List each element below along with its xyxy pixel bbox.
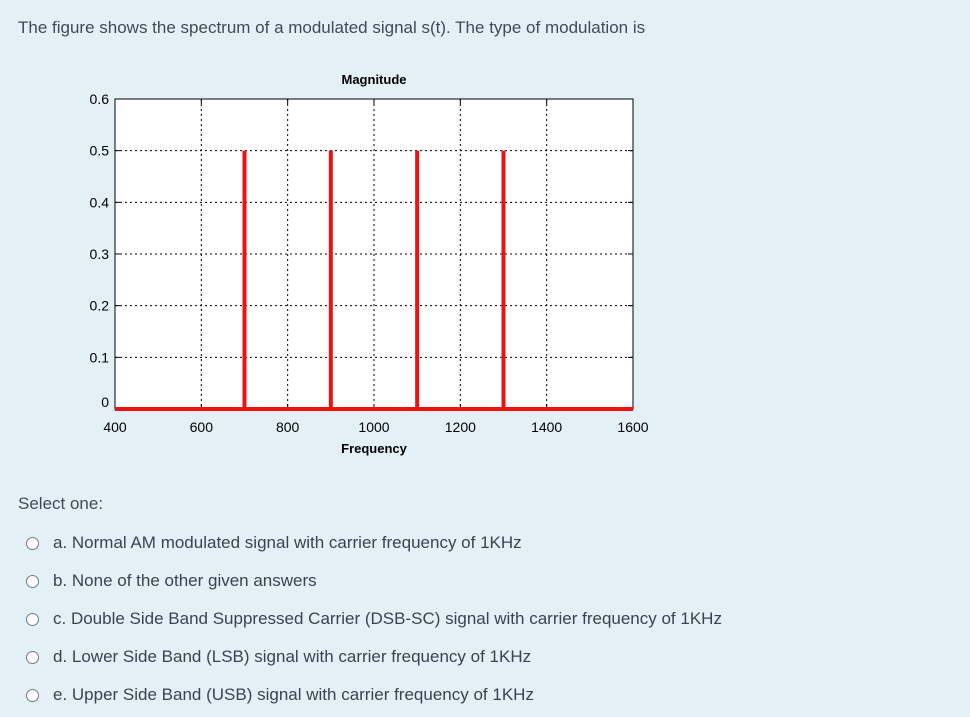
x-tick-label: 1400: [531, 419, 562, 435]
option-c-label[interactable]: c. Double Side Band Suppressed Carrier (…: [53, 609, 722, 628]
select-one-label: Select one:: [18, 494, 104, 513]
x-tick-label: 1000: [358, 419, 389, 435]
option-e-label[interactable]: e. Upper Side Band (USB) signal with car…: [53, 685, 534, 704]
option-c[interactable]: c. Double Side Band Suppressed Carrier (…: [26, 600, 722, 638]
y-tick-label: 0.3: [90, 246, 110, 262]
option-a-label[interactable]: a. Normal AM modulated signal with carri…: [53, 533, 522, 552]
radio-b[interactable]: [26, 574, 39, 588]
y-tick-label: 0.2: [90, 298, 110, 314]
y-tick-label: 0.1: [90, 349, 110, 365]
radio-d[interactable]: [26, 650, 39, 664]
x-tick-label: 1600: [617, 419, 648, 435]
y-tick-label: 0.4: [90, 194, 110, 210]
option-b-label[interactable]: b. None of the other given answers: [53, 571, 317, 590]
y-tick-label: 0: [101, 394, 109, 410]
x-tick-label: 800: [276, 419, 300, 435]
radio-a[interactable]: [26, 536, 39, 550]
x-tick-label: 1200: [445, 419, 476, 435]
x-tick-label: 600: [190, 419, 214, 435]
radio-c[interactable]: [26, 612, 39, 626]
option-d-label[interactable]: d. Lower Side Band (LSB) signal with car…: [53, 647, 532, 666]
spectrum-chart: 400 600 800 1000 1200 1400 1600 0 0.1 0.2 0.3 0.4 0.…: [90, 72, 649, 456]
x-axis-label: Frequency: [341, 441, 408, 456]
option-d[interactable]: d. Lower Side Band (LSB) signal with car…: [26, 638, 722, 676]
option-b[interactable]: b. None of the other given answers: [26, 562, 722, 600]
question-text: The figure shows the spectrum of a modul…: [18, 18, 646, 37]
y-tick-label: 0.5: [90, 143, 110, 159]
option-e[interactable]: e. Upper Side Band (USB) signal with car…: [26, 676, 722, 714]
radio-e[interactable]: [26, 688, 39, 702]
x-tick-label: 400: [103, 419, 127, 435]
y-tick-label: 0.6: [90, 91, 110, 107]
answer-options: a. Normal AM modulated signal with carri…: [26, 524, 722, 714]
chart-title: Magnitude: [342, 72, 407, 87]
option-a[interactable]: a. Normal AM modulated signal with carri…: [26, 524, 722, 562]
